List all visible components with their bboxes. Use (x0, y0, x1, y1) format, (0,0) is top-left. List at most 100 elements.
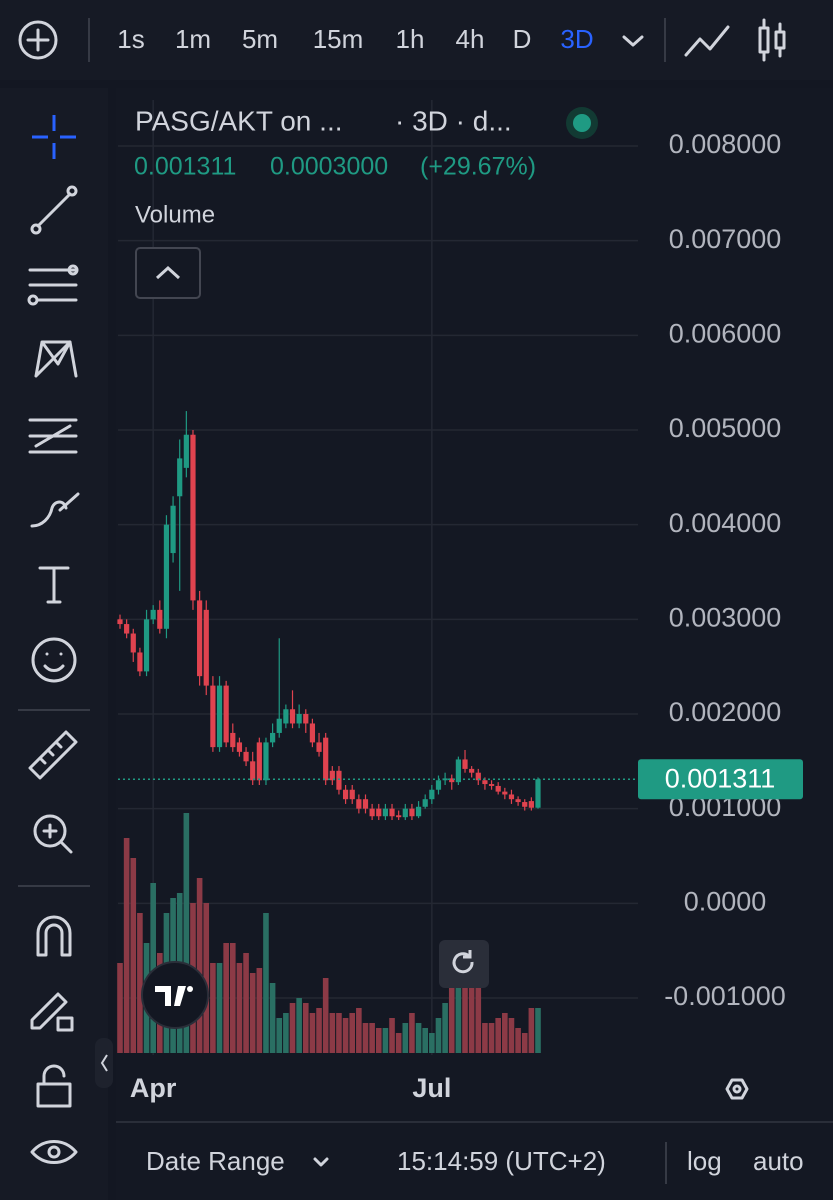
date-range[interactable]: Date Range (146, 1146, 285, 1176)
tool-visibility[interactable] (30, 1140, 78, 1164)
reset-button[interactable] (439, 940, 489, 988)
tool-text[interactable] (38, 566, 70, 604)
volume-bar (269, 983, 276, 1053)
candle-body (183, 434, 189, 468)
interval-button[interactable]: 3D (560, 24, 593, 54)
interval-button[interactable]: 1h (396, 24, 425, 54)
chart-style-candles[interactable] (758, 18, 786, 62)
volume-bar (289, 1003, 296, 1053)
candle-body (316, 742, 322, 752)
volume-bar (196, 878, 203, 1053)
date-range-dropdown[interactable] (313, 1157, 329, 1167)
status-dot (573, 114, 591, 132)
candle-body (223, 685, 229, 743)
tool-crosshair[interactable] (32, 115, 76, 159)
interval-button[interactable]: 4h (456, 24, 485, 54)
volume-bar (475, 983, 482, 1053)
top-bar (0, 0, 833, 80)
y-tick-label: 0.002000 (669, 697, 782, 727)
candle-body (409, 808, 415, 817)
interval-button[interactable]: 15m (313, 24, 364, 54)
tool-brush[interactable] (30, 492, 80, 528)
candle-body (263, 742, 269, 781)
volume-bar (462, 973, 468, 1053)
candle-body (502, 791, 508, 795)
tool-zoom[interactable] (33, 814, 73, 854)
settings-dot (732, 1084, 742, 1094)
clock[interactable]: 15:14:59 (UTC+2) (397, 1146, 606, 1176)
volume-bar (356, 1008, 362, 1053)
volume-bar (528, 1008, 535, 1053)
candle-body (170, 505, 176, 554)
interval-button[interactable]: 1s (117, 24, 144, 54)
candle-body (535, 779, 541, 808)
change-percent: (+29.67%) (420, 153, 536, 181)
auto-toggle[interactable]: auto (753, 1146, 804, 1176)
interval-button[interactable]: 1m (175, 24, 211, 54)
candle-body (362, 799, 369, 809)
last-price-label: 0.001311 (665, 763, 776, 793)
candle-body (117, 619, 123, 625)
candle-body (236, 742, 243, 752)
candle-body (429, 789, 435, 800)
tool-lock[interactable] (36, 1064, 72, 1108)
add-button[interactable] (18, 20, 58, 60)
tradingview-logo[interactable] (141, 961, 209, 1029)
candle-body (435, 780, 442, 790)
volume-bar (296, 998, 302, 1053)
volume-bar (117, 963, 123, 1053)
volume-bar (409, 1013, 415, 1053)
settings-button[interactable] (725, 1078, 749, 1100)
volume-bar (283, 1013, 289, 1053)
volume-bar (316, 1008, 322, 1053)
candle-body (276, 718, 282, 733)
volume-bar (137, 913, 143, 1053)
tool-lock-drawing[interactable] (30, 992, 74, 1032)
volume-bar (382, 1028, 389, 1053)
log-toggle[interactable]: log (687, 1146, 722, 1176)
candle-body (329, 770, 335, 781)
tool-magnet[interactable] (36, 915, 72, 957)
volume-bar (389, 1018, 395, 1053)
tool-emoji[interactable] (31, 637, 77, 683)
candle-body (210, 685, 216, 748)
tool-trend-line[interactable] (30, 185, 78, 235)
candle-body (336, 770, 342, 790)
volume-bar (495, 1018, 501, 1053)
candle-body (309, 723, 316, 743)
collapse-legend[interactable] (135, 247, 201, 299)
collapse-toolbar[interactable] (95, 1038, 113, 1088)
chart-style-line[interactable] (684, 25, 730, 57)
interval-info: · 3D · d... (395, 105, 512, 136)
volume-bar (183, 813, 190, 1053)
candle-body (488, 784, 495, 786)
volume-bar (415, 1023, 422, 1053)
volume-bar (349, 1013, 356, 1053)
candle-body (462, 759, 468, 769)
study-name[interactable]: Volume (135, 201, 215, 228)
interval-dropdown[interactable] (622, 35, 644, 47)
y-tick-label: 0.008000 (669, 129, 782, 159)
volume-bar (336, 1013, 342, 1053)
candle-body (256, 742, 262, 781)
volume-bar (342, 1018, 349, 1053)
volume-bar (535, 1008, 541, 1053)
candle-body (376, 808, 382, 817)
candle-body (250, 761, 256, 781)
symbol[interactable]: PASG/AKT on ... (135, 105, 343, 136)
y-tick-label: 0.007000 (669, 224, 782, 254)
volume-bar (216, 963, 223, 1053)
interval-button[interactable]: 5m (242, 24, 278, 54)
tool-ruler[interactable] (28, 730, 78, 780)
tool-horizontal-lines[interactable] (27, 264, 79, 306)
volume-bar (369, 1023, 375, 1053)
tool-pattern[interactable] (34, 340, 78, 378)
candle-body (243, 751, 249, 762)
tool-fib[interactable] (28, 418, 78, 454)
candle-body (230, 732, 236, 748)
candle-body (356, 799, 362, 809)
volume-bar (448, 983, 455, 1053)
interval-button[interactable]: D (513, 24, 532, 54)
left-toolbar (0, 88, 108, 1200)
candle-body (382, 808, 388, 817)
